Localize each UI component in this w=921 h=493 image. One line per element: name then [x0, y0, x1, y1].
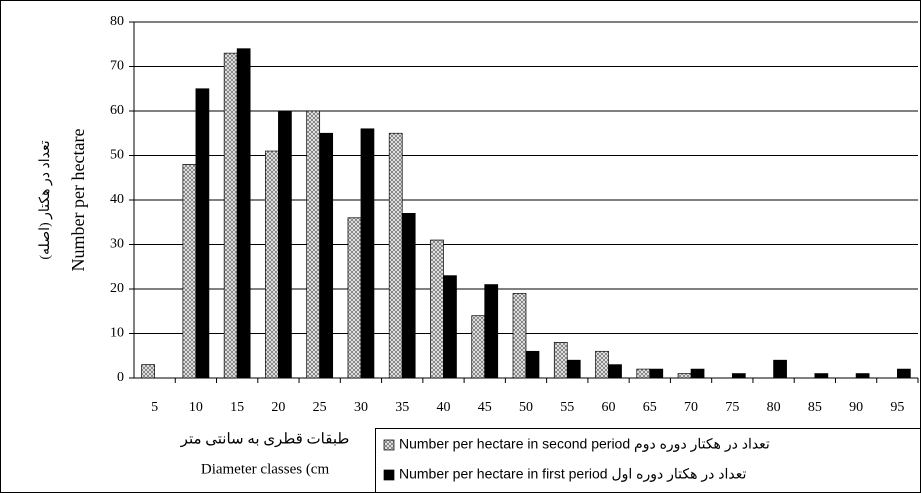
bar — [141, 364, 155, 379]
bar — [182, 164, 197, 379]
x-tick-label: 90 — [849, 400, 863, 415]
bar — [223, 52, 238, 379]
bar — [595, 350, 609, 379]
bar — [319, 132, 334, 379]
legend-text: Number per hectare in first period تعداد… — [399, 466, 746, 483]
legend-box — [375, 428, 921, 493]
bar — [471, 315, 486, 379]
bar — [855, 373, 870, 379]
bar — [484, 284, 499, 379]
x-tick-label: 25 — [313, 400, 327, 415]
y-tick-label: 20 — [110, 281, 124, 296]
y-tick-label: 10 — [110, 326, 124, 341]
y-tick-label: 30 — [110, 237, 124, 252]
x-tick-label: 5 — [151, 400, 158, 415]
bar — [388, 132, 403, 379]
bar — [649, 368, 664, 379]
bar — [430, 239, 444, 379]
bar — [553, 342, 568, 379]
x-axis-title: Diameter classes (cm — [201, 461, 330, 477]
x-tick-label: 75 — [725, 400, 739, 415]
bar — [236, 48, 251, 379]
x-tick-label: 45 — [478, 400, 492, 415]
bar — [773, 359, 787, 379]
bar — [677, 373, 692, 379]
y-tick-label: 80 — [110, 14, 124, 29]
bar — [401, 213, 416, 379]
bar — [897, 368, 911, 379]
legend-swatch — [383, 439, 395, 451]
y-tick-label: 70 — [110, 59, 124, 74]
x-tick-label: 65 — [643, 400, 657, 415]
x-tick-label: 50 — [519, 400, 533, 415]
y-tick-label: 40 — [110, 192, 124, 207]
bar — [360, 128, 375, 379]
x-axis-title-fa: طبقات قطری به سانتی متر — [180, 431, 350, 447]
y-tick-label: 0 — [117, 370, 124, 385]
bar — [306, 110, 321, 379]
y-tick-label: 50 — [110, 148, 124, 163]
bar — [566, 359, 581, 379]
bar — [278, 110, 292, 379]
x-tick-label: 10 — [189, 400, 203, 415]
bar — [525, 350, 540, 379]
x-tick-label: 40 — [436, 400, 450, 415]
bar — [195, 88, 210, 379]
bar — [636, 368, 651, 379]
legend-text: Number per hectare in second period تعدا… — [399, 436, 770, 453]
x-tick-label: 35 — [395, 400, 409, 415]
x-tick-label: 15 — [230, 400, 244, 415]
x-tick-label: 60 — [602, 400, 616, 415]
y-axis-title-fa: تعداد در هکتار (اصله) — [38, 140, 53, 259]
bar — [814, 373, 829, 379]
x-tick-label: 20 — [271, 400, 285, 415]
bar — [265, 150, 279, 379]
x-tick-label: 85 — [808, 400, 822, 415]
bar — [443, 275, 457, 379]
bar — [690, 368, 705, 379]
bar — [512, 293, 527, 379]
legend-swatch — [383, 469, 395, 481]
x-tick-label: 80 — [767, 400, 781, 415]
bar — [731, 373, 746, 379]
bar — [347, 217, 362, 379]
y-axis-title: Number per hectare — [68, 129, 88, 272]
bar — [608, 364, 622, 379]
x-tick-label: 55 — [560, 400, 574, 415]
x-tick-label: 95 — [890, 400, 904, 415]
x-tick-label: 30 — [354, 400, 368, 415]
y-tick-label: 60 — [110, 103, 124, 118]
x-tick-label: 70 — [684, 400, 698, 415]
